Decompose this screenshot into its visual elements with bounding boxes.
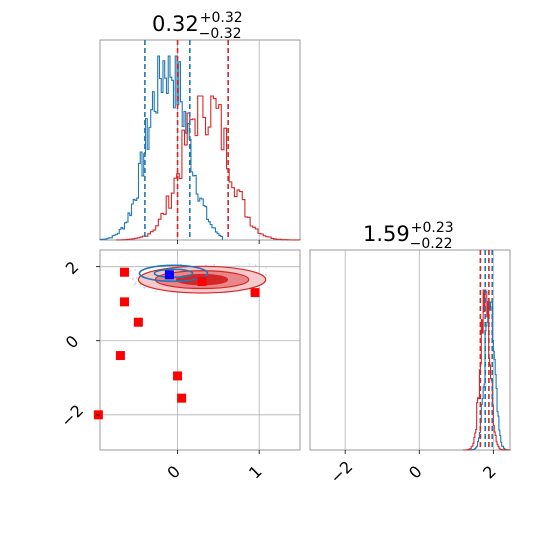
hist-panel-param1-content: [463, 250, 511, 451]
scatter-panel-content: [93, 263, 268, 420]
red-square-marker: [119, 297, 129, 307]
red-square-marker: [133, 317, 143, 327]
scatter-panel: [93, 249, 301, 451]
red-square-marker: [177, 393, 187, 403]
red-square-marker: [250, 288, 260, 298]
blue-square-marker: [164, 270, 174, 280]
title-param0: 0.32+0.32 −0.32: [152, 10, 243, 42]
title-param1: 1.59+0.23 −0.22: [363, 220, 454, 252]
scatter-sample-point: [134, 268, 136, 271]
scatter-sample-point: [265, 266, 267, 269]
hist-panel-param0-content: [99, 40, 301, 241]
title-param1-value: 1.59: [363, 222, 410, 246]
hist-panel-param0-frame: [99, 39, 301, 241]
hist-param1-blue-series: [463, 301, 511, 451]
scatter-sample-point: [213, 263, 216, 266]
scatter-sample-point: [143, 286, 145, 289]
scatter-sample-point: [154, 290, 157, 293]
scatter-sample-point: [265, 273, 268, 276]
scatter-sample-point: [135, 276, 138, 279]
scatter-sample-point: [254, 264, 257, 267]
x-tick-label-param1: −2: [326, 457, 356, 487]
x-tick-label-param0: 1: [245, 462, 266, 483]
y-tick-label-param1: 0: [62, 332, 83, 353]
hist-panel-param0: [99, 39, 301, 241]
hist-param1-red-series: [463, 289, 510, 451]
y-tick-label-param1: 2: [62, 257, 83, 278]
scatter-sample-point: [248, 263, 251, 265]
scatter-sample-point: [134, 282, 137, 284]
scatter-sample-point: [133, 283, 136, 286]
hist-param0-blue-series: [99, 55, 223, 241]
hist-panel-param1: [309, 249, 511, 451]
title-param0-value: 0.32: [152, 12, 199, 36]
red-square-marker: [173, 371, 183, 381]
x-tick-label-param0: 0: [163, 462, 184, 483]
scatter-sample-point: [236, 265, 239, 267]
red-square-marker: [115, 351, 125, 361]
scatter-sample-point: [131, 278, 134, 281]
title-param0-plus: +0.32: [200, 10, 243, 26]
red-square-marker: [119, 267, 129, 277]
y-tick-label-param1: −2: [57, 401, 87, 431]
title-param0-minus: −0.32: [199, 26, 242, 42]
blue-contour-level: [138, 264, 209, 283]
title-param1-minus: −0.22: [410, 236, 453, 252]
red-square-marker: [197, 276, 207, 286]
title-param1-plus: +0.23: [411, 220, 454, 236]
hist-param0-red-series: [115, 95, 301, 241]
x-tick-label-param1: 2: [479, 462, 500, 483]
x-tick-label-param1: 0: [405, 462, 426, 483]
